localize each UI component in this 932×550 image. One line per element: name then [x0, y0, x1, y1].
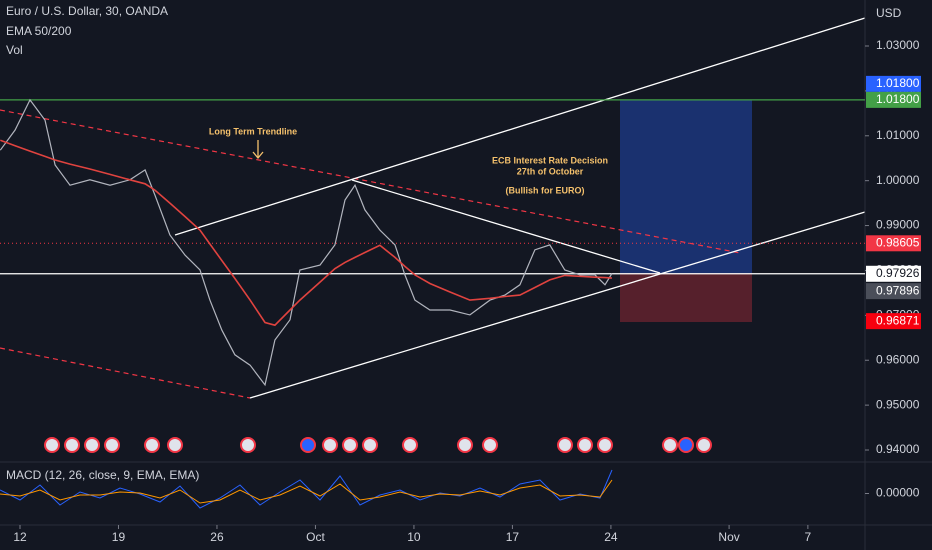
event-icons: [44, 437, 712, 453]
x-tick-label: Nov: [718, 530, 739, 544]
x-tick-label: 19: [112, 530, 126, 544]
y-tick-label: 0.94000: [876, 442, 920, 456]
price-label-box: [866, 91, 921, 108]
y-tick-label: 1.01000: [876, 128, 920, 142]
target-zone: [620, 100, 752, 273]
channel-line: [351, 179, 661, 274]
x-tick-label: Oct: [306, 530, 325, 544]
x-tick-label: 24: [604, 530, 618, 544]
trendline: [0, 347, 251, 399]
price-label: 1.01800: [876, 92, 920, 106]
annotation: Long Term Trendline: [209, 126, 297, 136]
y-tick-label: 1.03000: [876, 38, 920, 52]
price-label: 0.97926: [876, 266, 920, 280]
y-tick-label: 0.99000: [876, 218, 920, 232]
arrow: [252, 151, 264, 160]
price-label: 0.97896: [876, 283, 920, 297]
price-label: 1.01800: [876, 76, 920, 90]
annotation: (Bullish for EURO): [506, 185, 585, 195]
macd-line: [0, 469, 613, 509]
annotation: ECB Interest Rate Decision: [492, 155, 608, 165]
y-tick-label: 0.95000: [876, 397, 920, 411]
stop-zone: [620, 273, 752, 322]
macd-tick-label: 0.00000: [876, 486, 920, 500]
x-tick-label: 10: [407, 530, 421, 544]
indicator-label: EMA 50/200: [6, 24, 72, 38]
price-label-box: [866, 75, 921, 92]
y-tick-label: 0.96000: [876, 352, 920, 366]
x-tick-label: 17: [506, 530, 520, 544]
price-label: 0.98605: [876, 235, 920, 249]
price-label: 0.96871: [876, 313, 920, 327]
y-tick-label: 1.00000: [876, 173, 920, 187]
price-label-box: [866, 235, 921, 252]
currency-label: USD: [876, 6, 902, 20]
signal-line: [0, 479, 613, 504]
channel-line: [174, 17, 866, 236]
price-label-box: [866, 283, 921, 300]
price-label-box: [866, 313, 921, 330]
price-series: [0, 139, 612, 327]
price-label-box: [866, 265, 921, 282]
annotation: 27th of October: [517, 166, 584, 176]
x-tick-label: 26: [210, 530, 224, 544]
indicator-label: Vol: [6, 43, 23, 57]
price-series: [0, 98, 613, 387]
x-tick-label: 12: [13, 530, 27, 544]
symbol-title: Euro / U.S. Dollar, 30, OANDA: [6, 4, 168, 18]
x-tick-label: 7: [805, 530, 812, 544]
macd-label: MACD (12, 26, close, 9, EMA, EMA): [6, 468, 199, 482]
channel-line: [249, 211, 866, 399]
